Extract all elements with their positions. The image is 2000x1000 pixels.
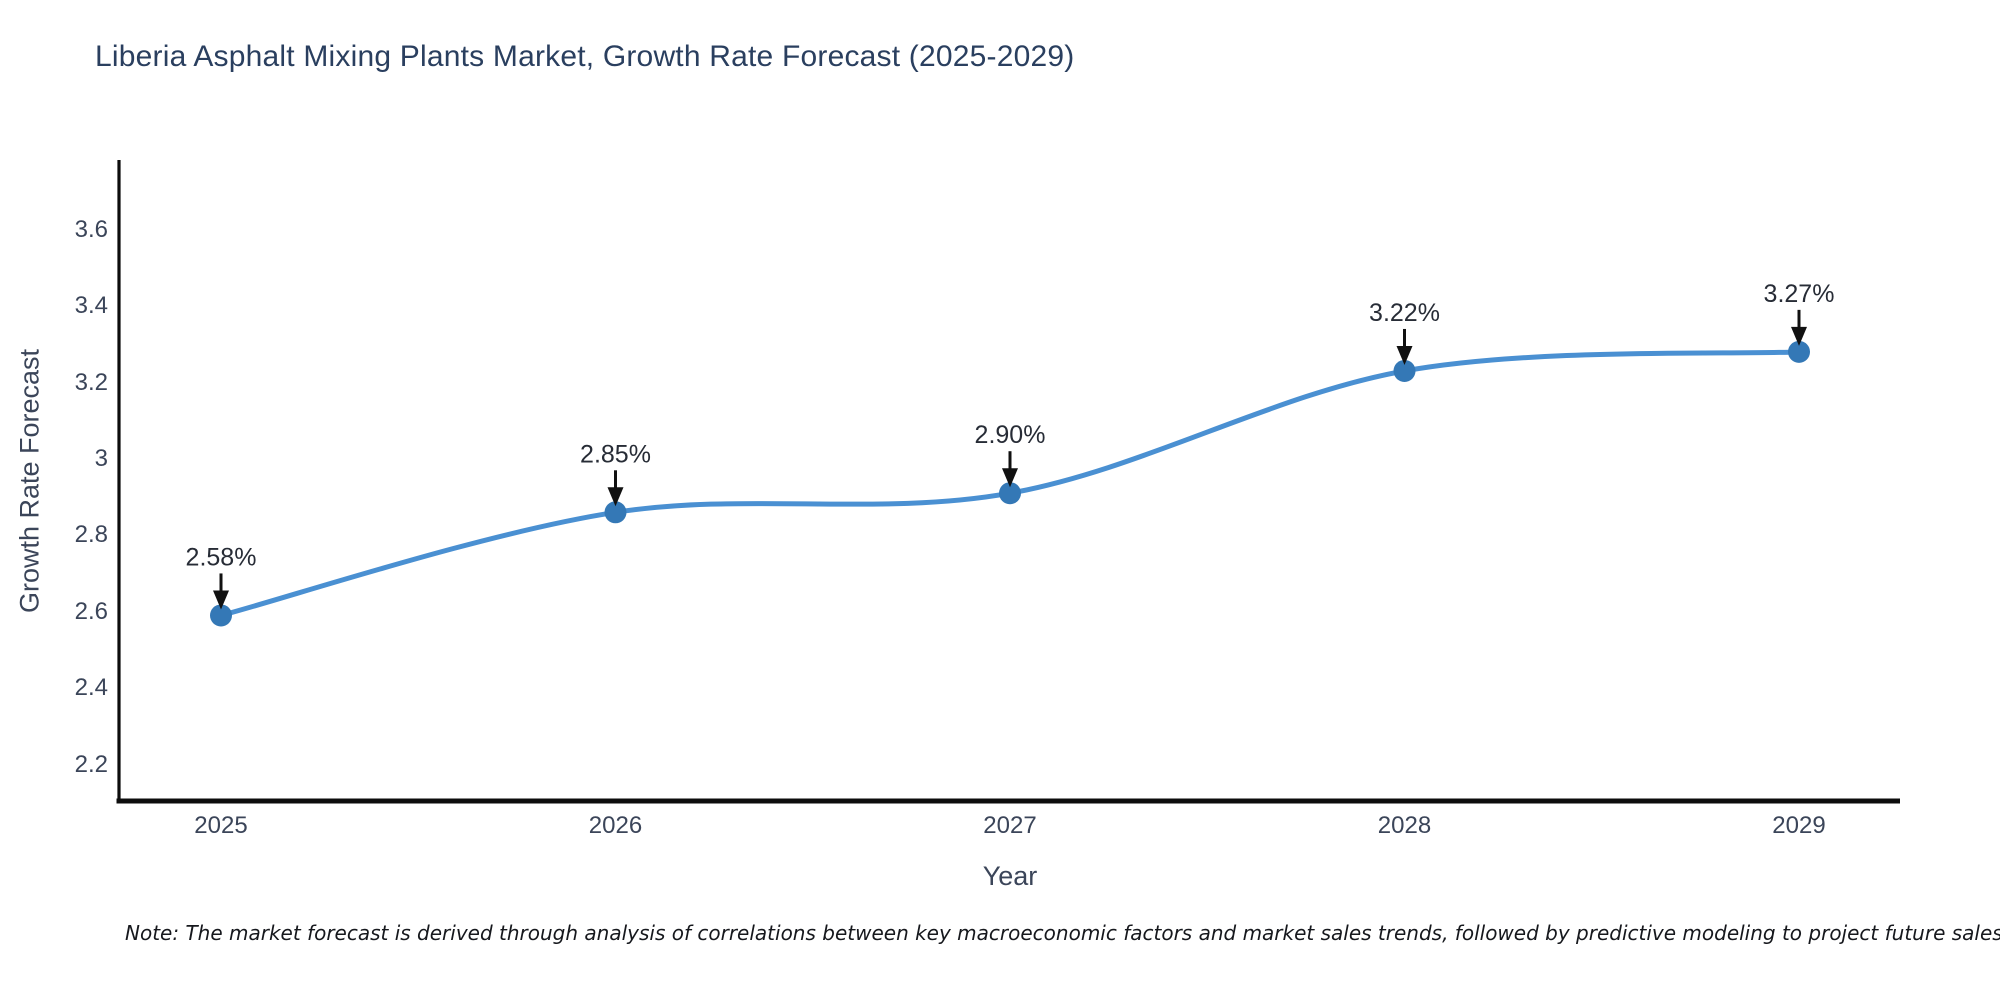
data-point-marker[interactable] xyxy=(1788,340,1810,363)
y-tick-label: 2.2 xyxy=(74,750,108,778)
point-annotation: 3.22% xyxy=(1369,299,1440,327)
x-tick-label: 2028 xyxy=(1377,812,1432,839)
annotation-arrowhead xyxy=(1396,345,1413,365)
data-point-marker[interactable] xyxy=(999,482,1021,505)
y-tick-label: 2.4 xyxy=(74,674,108,702)
annotation-arrowhead xyxy=(1791,326,1807,346)
y-tick-label: 2.8 xyxy=(74,521,108,549)
x-tick-label: 2029 xyxy=(1772,812,1826,839)
point-annotation: 2.58% xyxy=(186,543,257,571)
annotation-arrowhead xyxy=(1002,468,1018,488)
footnote: Note: The market forecast is derived thr… xyxy=(125,921,2000,945)
point-annotation: 2.90% xyxy=(975,421,1046,449)
data-point-marker[interactable] xyxy=(604,501,627,524)
y-tick-label: 3.2 xyxy=(74,368,108,396)
annotation-arrowhead xyxy=(607,487,624,507)
y-tick-label: 3 xyxy=(94,445,108,472)
data-point-marker[interactable] xyxy=(1393,359,1416,382)
point-annotation: 2.85% xyxy=(580,440,651,468)
x-tick-label: 2027 xyxy=(983,812,1037,839)
chart-title: Liberia Asphalt Mixing Plants Market, Gr… xyxy=(95,40,1075,73)
point-annotation: 3.27% xyxy=(1764,280,1835,308)
y-tick-label: 2.6 xyxy=(74,597,108,625)
x-tick-label: 2025 xyxy=(194,812,248,839)
annotation-arrowhead xyxy=(213,590,229,610)
y-tick-label: 3.6 xyxy=(74,215,108,243)
x-axis-title: Year xyxy=(982,861,1038,891)
y-tick-label: 3.4 xyxy=(74,292,108,320)
data-point-marker[interactable] xyxy=(210,604,232,627)
x-tick-label: 2026 xyxy=(588,812,643,839)
